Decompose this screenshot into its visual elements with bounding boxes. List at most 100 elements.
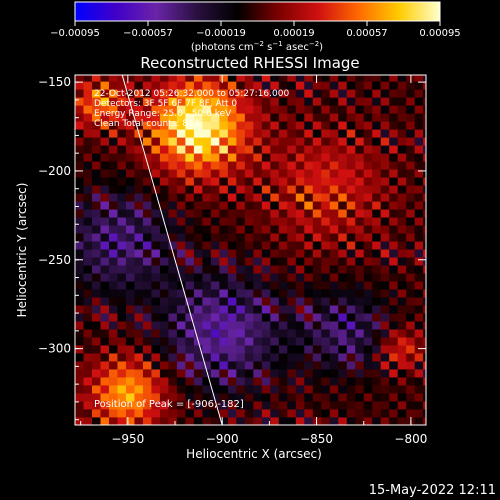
heatmap-cell [168,409,178,418]
heatmap-cell [185,185,195,194]
heatmap-cell [329,153,339,162]
heatmap-cell [295,345,305,354]
heatmap-cell [219,369,229,378]
heatmap-cell [227,281,237,290]
heatmap-cell [253,393,263,402]
heatmap-cell [227,345,237,354]
heatmap-cell [134,265,144,274]
heatmap-cell [389,377,399,386]
heatmap-cell [75,121,84,130]
colorbar-ticks: −0.00095 −0.00057 −0.00019 0.00019 0.00057 0.… [50,21,461,39]
heatmap-cell [389,129,399,138]
heatmap-cell [134,169,144,178]
heatmap-cell [91,361,101,370]
heatmap-cell [244,281,254,290]
heatmap-cell [304,121,314,130]
heatmap-cell [414,105,424,114]
heatmap-cell [372,129,382,138]
heatmap-cell [142,273,152,282]
heatmap-cell [389,305,399,314]
heatmap-cell [346,345,356,354]
heatmap-cell [312,377,322,386]
heatmap-cell [295,361,305,370]
heatmap-cell [270,233,280,242]
heatmap-cell [270,81,280,90]
heatmap-cell [363,337,373,346]
heatmap-cell [227,417,237,425]
heatmap-cell [312,161,322,170]
heatmap-cell [125,121,135,130]
heatmap-cell [372,369,382,378]
heatmap-cell [159,345,169,354]
heatmap-cell [278,81,288,90]
heatmap-cell [253,385,263,394]
heatmap-cell [159,305,169,314]
heatmap-cell [397,209,407,218]
heatmap-cell [414,289,424,298]
heatmap-cell [176,393,186,402]
heatmap-cell [389,113,399,122]
heatmap-cell [372,313,382,322]
heatmap-cell [83,377,93,386]
heatmap-cell [236,113,246,122]
heatmap-cell [338,169,348,178]
heatmap-cell [193,273,203,282]
heatmap-cell [151,201,161,210]
heatmap-cell [210,81,220,90]
heatmap-cell [185,193,195,202]
heatmap-cell [244,409,254,418]
heatmap-cell [117,81,127,90]
y-tick-label: −150 [38,75,71,89]
heatmap-cell [287,377,297,386]
heatmap-cell [295,161,305,170]
heatmap-cell [346,145,356,154]
heatmap-cell [295,417,305,425]
heatmap-cell [168,313,178,322]
heatmap-cell [168,281,178,290]
heatmap-cell [236,177,246,186]
heatmap-cell [380,193,390,202]
heatmap-cell [151,385,161,394]
heatmap-cell [193,321,203,330]
heatmap-cell [329,113,339,122]
heatmap-cell [134,153,144,162]
heatmap-cell [338,409,348,418]
heatmap-cell [423,257,426,266]
heatmap-cell [270,145,280,154]
heatmap-cell [338,161,348,170]
heatmap-cell [355,305,365,314]
heatmap-cell [193,393,203,402]
heatmap-cell [236,257,246,266]
heatmap-cell [219,393,229,402]
heatmap-cell [270,105,280,114]
heatmap-cell [185,89,195,98]
heatmap-cell [338,297,348,306]
heatmap-cell [253,209,263,218]
heatmap-cell [423,345,426,354]
heatmap-cell [329,337,339,346]
heatmap-cell [270,193,280,202]
heatmap-cell [125,225,135,234]
heatmap-cell [270,361,280,370]
heatmap-cell [244,249,254,258]
heatmap-cell [168,169,178,178]
heatmap-cell [83,257,93,266]
heatmap-cell [100,313,110,322]
heatmap-cell [185,281,195,290]
heatmap-cell [270,89,280,98]
heatmap-cell [312,385,322,394]
heatmap-cell [270,209,280,218]
heatmap-cell [193,289,203,298]
heatmap-cell [355,145,365,154]
heatmap-cell [406,209,416,218]
heatmap-cell [321,145,331,154]
heatmap-cell [397,113,407,122]
heatmap-cell [389,273,399,282]
heatmap-cell [423,393,426,402]
heatmap-cell [312,153,322,162]
heatmap-cell [83,393,93,402]
heatmap-cell [236,145,246,154]
heatmap-cell [338,361,348,370]
heatmap-cell [83,297,93,306]
heatmap-cell [193,241,203,250]
